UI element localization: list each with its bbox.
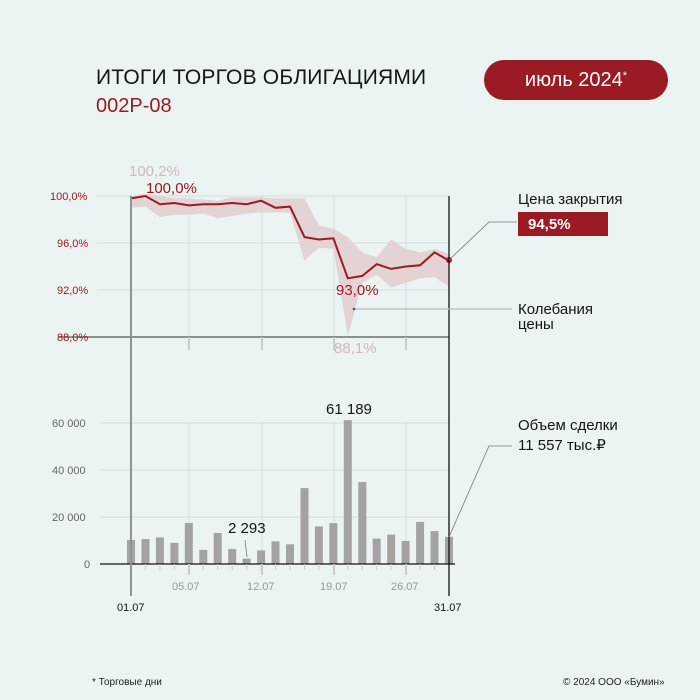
volume-bar bbox=[416, 521, 425, 564]
volume-bar bbox=[213, 533, 222, 564]
volume-x-ticks bbox=[188, 564, 407, 575]
price-x-ticks bbox=[188, 337, 407, 350]
close-price-label: Цена закрытия bbox=[518, 191, 623, 208]
period-footnote-mark: * bbox=[622, 70, 628, 82]
x-start-date: 01.07 bbox=[117, 602, 145, 614]
min-close-annotation: 93,0% bbox=[336, 282, 379, 299]
volume-bar bbox=[430, 531, 439, 564]
volume-bar bbox=[343, 420, 352, 564]
volume-bar bbox=[228, 549, 237, 564]
volume-bar bbox=[300, 488, 309, 564]
range-leader-dot bbox=[352, 307, 356, 311]
x-tick-2607: 26.07 bbox=[391, 581, 419, 593]
volume-tick-0: 0 bbox=[84, 559, 91, 571]
volume-bar bbox=[372, 538, 381, 564]
period-label: июль 2024 bbox=[524, 68, 623, 91]
price-tick-88: 88,0% bbox=[57, 332, 89, 344]
day-ticks bbox=[130, 564, 450, 570]
x-tick-0507: 05.07 bbox=[172, 581, 200, 593]
price-tick-96: 96,0% bbox=[57, 238, 89, 250]
period-badge: июль 2024 * bbox=[484, 60, 668, 100]
bond-code: 002P-08 bbox=[96, 95, 172, 117]
copyright: © 2024 ООО «Бумин» bbox=[563, 677, 665, 688]
min-volume-annotation: 2 293 bbox=[228, 520, 266, 537]
volume-bar bbox=[314, 526, 323, 564]
volume-bar bbox=[184, 522, 193, 564]
price-tick-92: 92,0% bbox=[57, 285, 89, 297]
volume-bar bbox=[170, 542, 179, 564]
volume-bar bbox=[271, 541, 280, 564]
volume-tick-60000: 60 000 bbox=[52, 418, 86, 430]
volume-label: Объем сделки bbox=[518, 417, 618, 434]
volume-bar bbox=[387, 534, 396, 564]
close-leader-line bbox=[448, 221, 517, 261]
volume-value: 11 557 тыс.₽ bbox=[518, 437, 606, 454]
price-tick-100: 100,0% bbox=[50, 191, 88, 203]
volume-bar bbox=[401, 541, 410, 564]
x-end-date: 31.07 bbox=[434, 602, 462, 614]
max-range-annotation: 100,2% bbox=[129, 163, 180, 180]
max-volume-annotation: 61 189 bbox=[326, 401, 372, 418]
volume-tick-20000: 20 000 bbox=[52, 512, 86, 524]
volume-bar bbox=[358, 482, 367, 564]
volume-bar bbox=[257, 550, 266, 564]
volume-bars bbox=[127, 420, 453, 564]
volume-bar bbox=[141, 539, 150, 564]
volume-tick-40000: 40 000 bbox=[52, 465, 86, 477]
x-tick-1907: 19.07 bbox=[320, 581, 348, 593]
close-price-badge: 94,5% bbox=[518, 212, 608, 236]
volume-bar bbox=[242, 558, 251, 564]
price-range-band bbox=[131, 193, 449, 336]
footnote: * Торговые дни bbox=[92, 677, 162, 688]
volume-bar bbox=[286, 544, 294, 564]
x-tick-1207: 12.07 bbox=[247, 581, 275, 593]
max-close-annotation: 100,0% bbox=[146, 180, 197, 197]
page-title: ИТОГИ ТОРГОВ ОБЛИГАЦИЯМИ bbox=[96, 66, 427, 89]
volume-bar bbox=[199, 549, 208, 564]
volume-bar bbox=[329, 523, 338, 564]
range-label-line1: Колебания bbox=[518, 301, 594, 318]
min-volume-leader bbox=[244, 539, 248, 558]
range-label-line2: цены bbox=[518, 316, 554, 333]
close-price-line bbox=[130, 194, 450, 280]
min-range-annotation: 88,1% bbox=[334, 340, 377, 357]
volume-leader-line bbox=[448, 445, 512, 538]
volume-bar bbox=[155, 537, 164, 564]
